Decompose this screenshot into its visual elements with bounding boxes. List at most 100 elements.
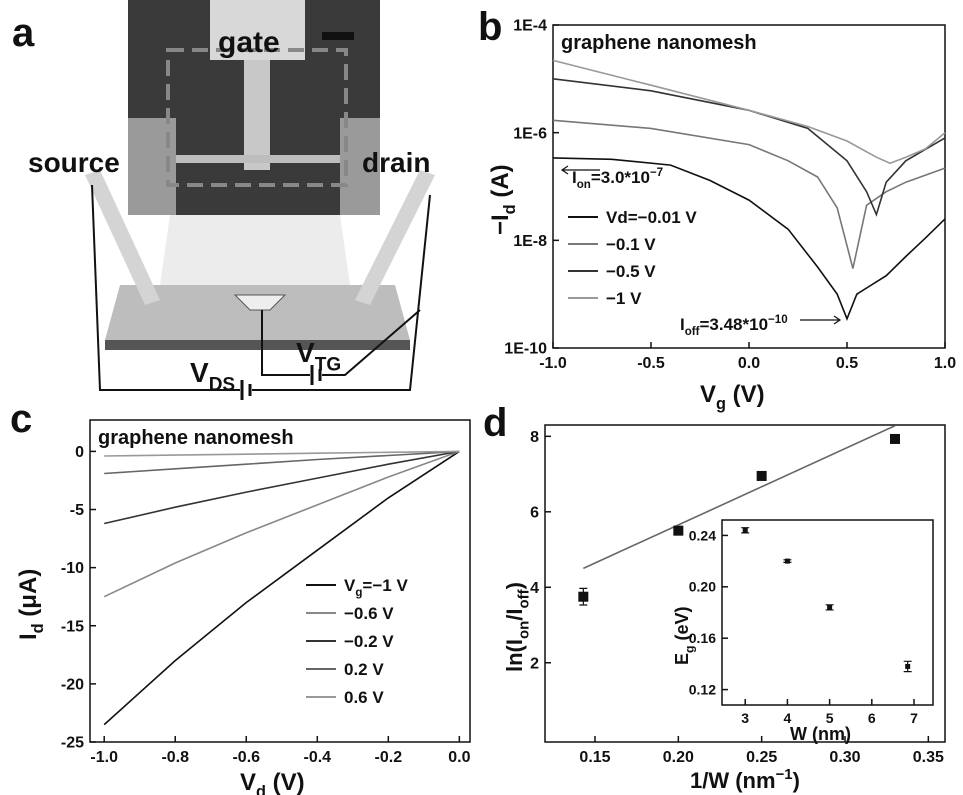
y-axis-label-part: (A) (487, 164, 514, 204)
x-tick-label: -0.5 (637, 355, 665, 372)
y-tick-label: 0 (75, 444, 84, 461)
vtg-label-part: TG (315, 354, 341, 375)
y-tick-label: 1E-8 (513, 233, 547, 250)
legend-label: −1 V (606, 289, 642, 308)
annotation-part: =3.48*10 (699, 315, 768, 334)
legend-label-part: =−1 V (362, 576, 408, 595)
x-axis-label-part: d (256, 783, 266, 795)
x-tick-label: 7 (910, 710, 918, 726)
y-tick-label: 1E-4 (513, 18, 547, 35)
drain-label: drain (362, 147, 430, 178)
data-point (890, 434, 900, 444)
vds-label-part: V (190, 357, 209, 388)
chart-title: graphene nanomesh (98, 427, 294, 449)
y-tick-label: 1E-10 (504, 341, 547, 358)
series-line (104, 451, 459, 596)
annotation-arrow (800, 316, 840, 324)
annotation: Ion=3.0*10−7 (572, 167, 663, 191)
y-axis-label-part: ln(I (502, 639, 527, 672)
y-axis-label-part: off (516, 588, 533, 608)
gate-stem (244, 60, 270, 170)
annotation-part: =3.0*10 (591, 168, 650, 187)
x-tick-label: 0.20 (663, 749, 694, 766)
y-axis-label: ln(Ion/Ioff) (502, 582, 533, 672)
annotation-part: off (685, 326, 700, 338)
x-axis-label: W (nm) (790, 724, 851, 744)
data-point (673, 526, 683, 536)
x-tick-label: 0.30 (829, 749, 860, 766)
y-axis-label-part: g (682, 646, 696, 653)
x-tick-label: 0.5 (836, 355, 858, 372)
projection (160, 215, 350, 285)
legend-label: −0.1 V (606, 235, 656, 254)
legend-label: Vd=−0.01 V (606, 208, 697, 227)
y-axis-label-part: on (516, 621, 533, 639)
figure: gate source drain abcdVDSVTG-1.0-0.50.00… (0, 0, 963, 795)
x-axis-label-part: −1 (776, 766, 793, 783)
legend-label: −0.6 V (344, 604, 394, 623)
legend-label: 0.6 V (344, 688, 384, 707)
panel-letter: a (12, 11, 35, 55)
y-axis-label-part: E (672, 653, 692, 665)
y-axis-label-part: ) (502, 582, 527, 589)
source-label: source (28, 147, 120, 178)
y-tick-label: 1E-6 (513, 125, 547, 142)
y-tick-label: 0.20 (689, 579, 716, 595)
data-point (905, 664, 910, 669)
substrate-edge (105, 340, 410, 350)
data-point (785, 559, 790, 564)
x-tick-label: -0.4 (304, 749, 332, 766)
legend-label: −0.2 V (344, 632, 394, 651)
x-axis-label-part: V (700, 381, 716, 408)
y-axis-label-part: (eV) (672, 606, 692, 645)
data-point (743, 528, 748, 533)
x-axis-label: Vg (V) (700, 381, 765, 413)
chart-title: graphene nanomesh (561, 32, 757, 54)
panel-letter: c (10, 397, 32, 441)
legend-label: Vg=−1 V (344, 576, 408, 599)
x-tick-label: 0.35 (913, 749, 944, 766)
annotation-part: −10 (768, 314, 788, 326)
data-point (757, 471, 767, 481)
y-tick-label: 0.16 (689, 630, 716, 646)
panel-letter: b (478, 5, 502, 49)
x-axis-label-part: (V) (726, 381, 765, 408)
y-axis-label-part: −I (487, 214, 514, 235)
x-tick-label: 6 (868, 710, 876, 726)
x-tick-label: 0.0 (738, 355, 760, 372)
data-point (578, 592, 588, 602)
x-axis-label-part: W (nm) (790, 724, 851, 744)
legend-label-part: V (344, 576, 356, 595)
x-axis-label: Vd (V) (240, 769, 305, 795)
x-tick-label: -1.0 (90, 749, 118, 766)
y-axis-label: −Id (A) (487, 164, 519, 235)
y-axis-label-part: /I (502, 608, 527, 620)
y-axis-label-part: d (501, 204, 519, 214)
y-tick-label: 8 (530, 429, 539, 446)
x-axis-label-part: g (716, 395, 726, 413)
y-axis-label-part: I (15, 633, 42, 640)
x-tick-label: -0.6 (232, 749, 260, 766)
panel-letter: d (483, 401, 507, 445)
y-axis-label-part: (μA) (15, 569, 42, 624)
scale-bar (322, 32, 354, 40)
x-axis-label: 1/W (nm−1) (690, 766, 800, 793)
fit-line (583, 426, 895, 569)
y-tick-label: -25 (61, 735, 84, 752)
y-axis-label: Id (μA) (15, 569, 47, 640)
vds-label-part: DS (209, 374, 235, 395)
data-point (827, 605, 832, 610)
x-tick-label: 3 (741, 710, 749, 726)
plot-frame (545, 425, 945, 742)
x-axis-label-part: 1/W (nm (690, 768, 776, 793)
y-tick-label: 0.24 (689, 527, 716, 543)
x-tick-label: 0.25 (746, 749, 777, 766)
annotation: Ioff=3.48*10−10 (680, 314, 788, 338)
y-tick-label: -10 (61, 560, 84, 577)
y-tick-label: -15 (61, 618, 84, 635)
vtg-label-part: V (296, 337, 315, 368)
y-tick-label: -5 (70, 502, 84, 519)
x-axis-label-part: ) (793, 768, 800, 793)
y-tick-label: 0.12 (689, 681, 716, 697)
y-tick-label: -20 (61, 676, 84, 693)
